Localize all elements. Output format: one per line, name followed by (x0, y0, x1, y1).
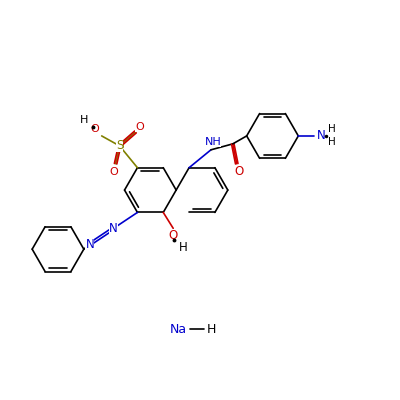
Text: O: O (234, 165, 243, 178)
Text: NH: NH (204, 137, 221, 147)
Text: H: H (80, 115, 88, 125)
Text: N: N (317, 130, 326, 142)
Text: H: H (207, 322, 217, 336)
Text: N: N (109, 222, 118, 235)
Text: O: O (168, 229, 178, 242)
Text: S: S (116, 139, 123, 152)
Text: H: H (179, 241, 188, 254)
Text: O: O (135, 122, 144, 132)
Text: N: N (85, 238, 94, 251)
Text: O: O (90, 124, 99, 134)
Text: O: O (109, 167, 118, 177)
Text: Na: Na (170, 322, 187, 336)
Text: S: S (116, 139, 123, 152)
Text: H: H (328, 124, 336, 134)
Text: H: H (328, 137, 336, 147)
